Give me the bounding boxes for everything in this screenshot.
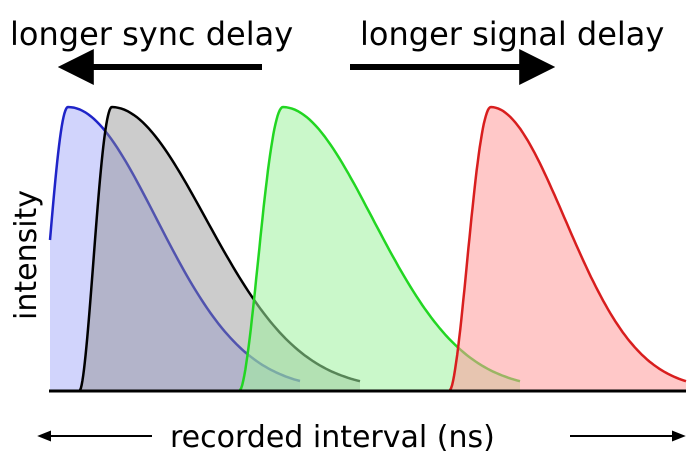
curve-line-red — [448, 105, 687, 391]
signal-delay-label: longer signal delay — [360, 15, 664, 53]
x-axis-label: recorded interval (ns) — [170, 420, 495, 455]
curve-fill-blue — [50, 107, 300, 390]
sync-delay-label: longer sync delay — [10, 15, 293, 53]
y-axis-label: intensity — [9, 190, 44, 320]
curves — [48, 105, 687, 391]
curve-fill-black — [80, 107, 360, 390]
curve-fill-green — [240, 107, 520, 390]
curve-fill-red — [450, 107, 686, 390]
